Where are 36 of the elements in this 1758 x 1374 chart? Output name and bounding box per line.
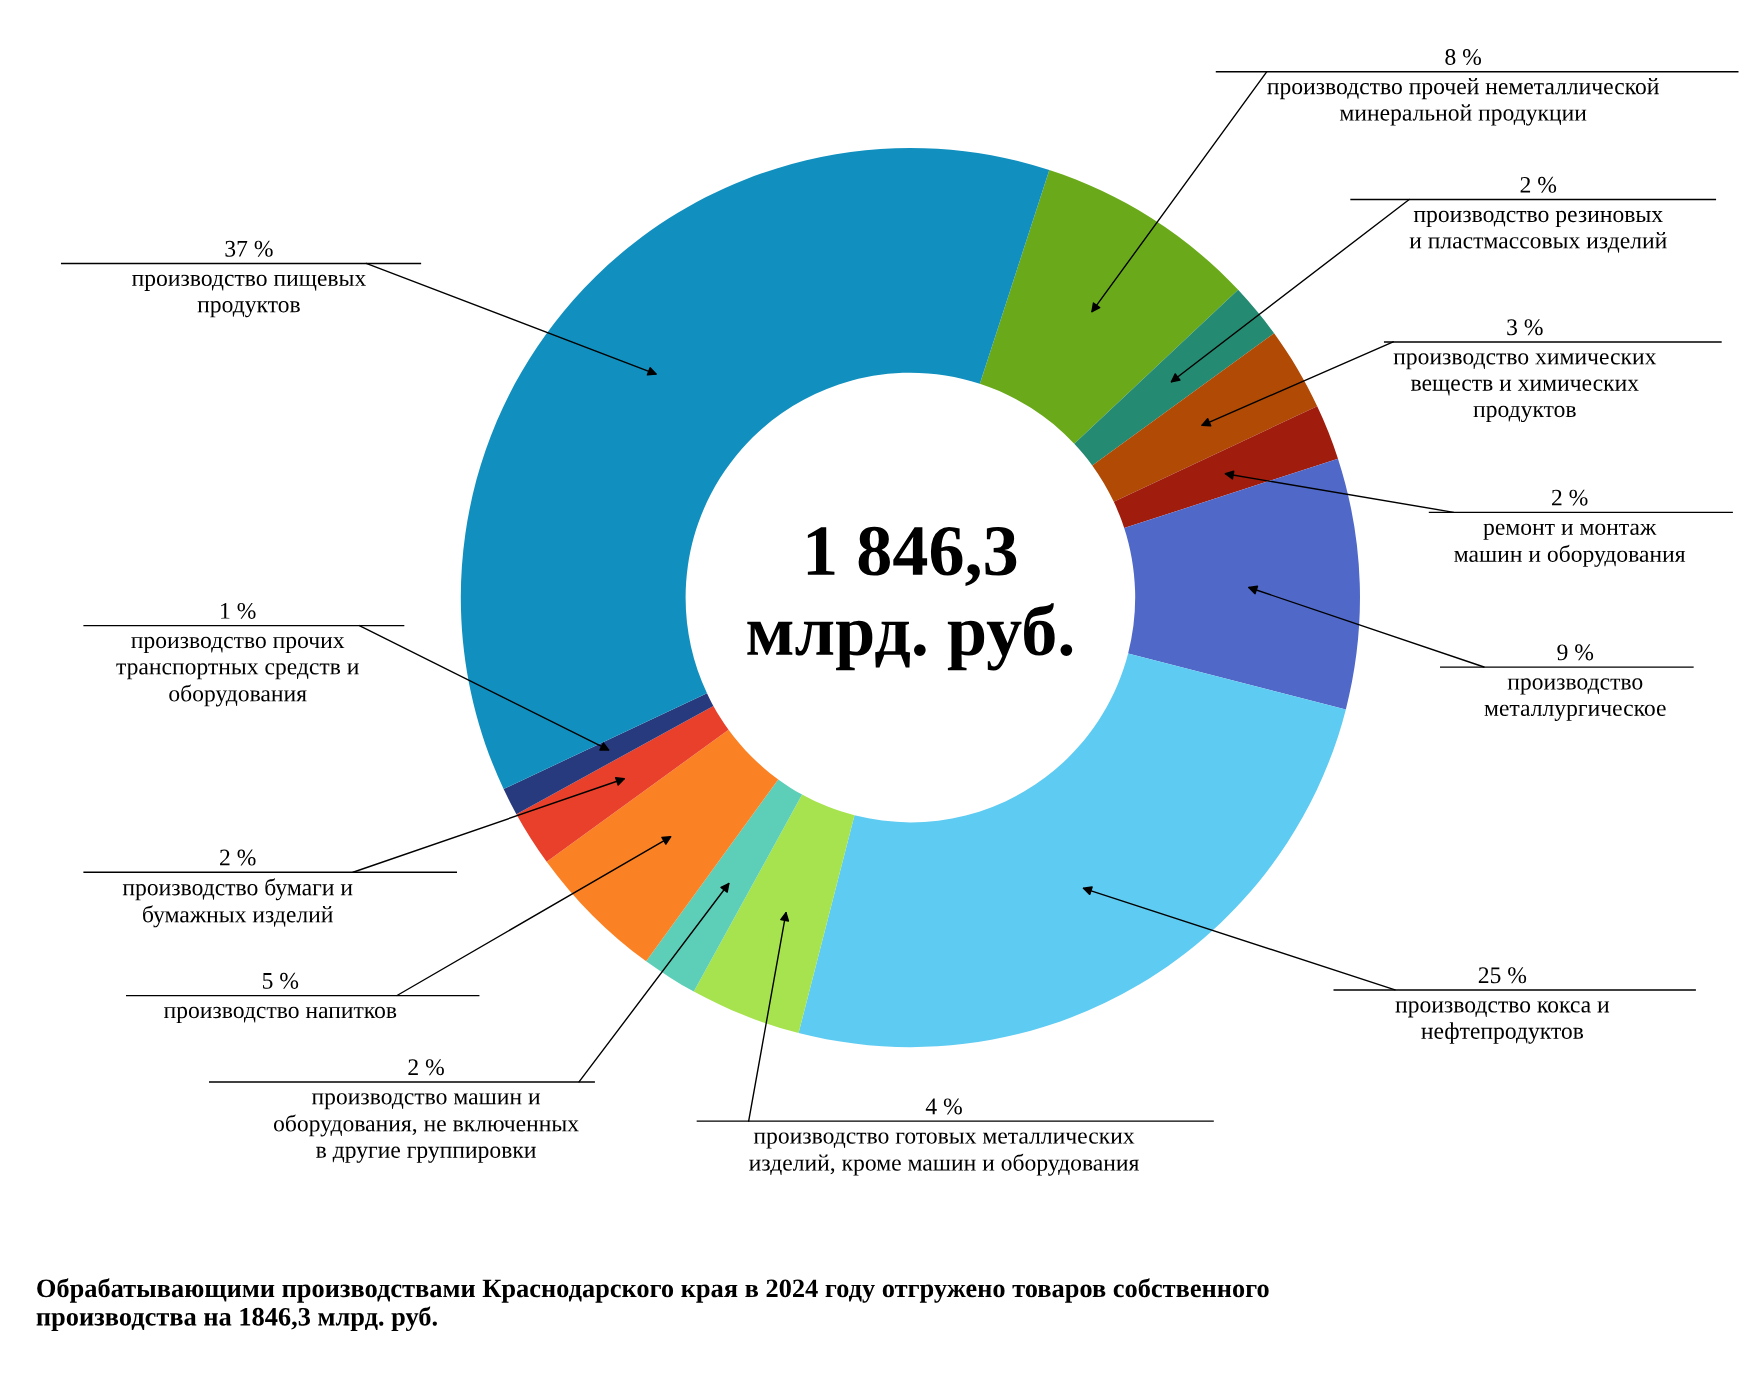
donut-slice	[1092, 333, 1318, 502]
donut-slice	[693, 794, 855, 1034]
donut-slice	[646, 779, 803, 992]
slice-label: производство резиновых и пластмассовых изделий	[1409, 210, 1667, 253]
slice-label: производство бумаги и бумажных изделий	[122, 878, 353, 928]
slice-label: ремонт и монтаж машин и оборудования	[1454, 523, 1686, 567]
slice-label: производство напитков	[163, 1006, 397, 1024]
slice-label: производство металлургическое	[1484, 678, 1666, 721]
slice-label: производство химических веществ и химических продуктов	[1393, 353, 1657, 423]
data-label: 3 %	[1507, 319, 1543, 336]
donut-slice	[1113, 406, 1338, 529]
slice-label: производство прочей неметаллической минеральной продукции	[1267, 77, 1659, 126]
data-label: 1 %	[221, 602, 256, 619]
text: Обрабатывающими производствами Краснодарского края в 2024 году отгружено товаров собственного производства на 1846,3 млрд. руб.	[36, 1278, 1269, 1332]
slice-label: производство прочих транспортных средств и оборудования	[116, 636, 359, 707]
data-label: 2 %	[1551, 489, 1588, 506]
slice-label: производство кокса и нефтепродуктов	[1395, 1001, 1610, 1044]
donut-slice	[1124, 458, 1360, 710]
text: 1 846,3 млрд. руб.	[747, 526, 1073, 671]
donut-slice	[1074, 289, 1275, 466]
slice-label: производство готовых металлических изделий, кроме машин и оборудования	[749, 1132, 1139, 1176]
donut-slice	[516, 705, 729, 862]
donut-slice	[979, 170, 1239, 444]
slice-label: производство машин и оборудования, не включенных в другие группировки	[273, 1093, 579, 1163]
donut-slice	[546, 729, 779, 962]
data-label: 2 %	[1520, 176, 1557, 193]
data-label: 5 %	[262, 972, 299, 989]
donut-slice	[503, 693, 714, 815]
data-label: 2 %	[220, 849, 256, 866]
data-label: 37 %	[225, 240, 273, 257]
data-label: 4 %	[925, 1098, 962, 1115]
slice-label: производство пищевых продуктов	[132, 274, 366, 318]
data-label: 8 %	[1445, 49, 1482, 66]
data-label: 9 %	[1557, 644, 1594, 661]
data-label: 25 %	[1478, 967, 1527, 984]
data-label: 2 %	[408, 1059, 444, 1076]
